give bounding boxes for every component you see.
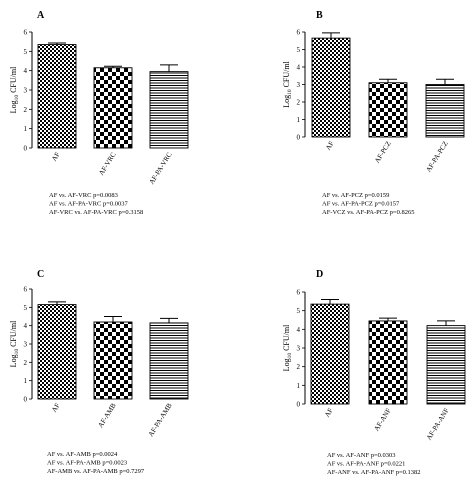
y-tick-label: 0	[297, 401, 301, 409]
p-value-annotation: AF vs. AF-ANF p=0.0303	[327, 452, 396, 459]
x-tick-label: AF-ANF	[373, 407, 393, 433]
x-tick-label: AF	[50, 151, 62, 163]
y-tick-label: 0	[297, 134, 301, 142]
p-value-annotation: AF-ANF vs. AF-PA-ANF p=0.1382	[327, 469, 421, 476]
y-tick-label: 2	[297, 99, 301, 107]
p-value-annotation: AF-VCZ vs. AF-PA-PCZ p=0.8265	[322, 209, 414, 216]
x-tick-label: AF-PA-VRC	[148, 151, 174, 186]
x-tick-label: AF	[323, 407, 335, 419]
y-axis-label: Log10 CFU/ml	[9, 66, 20, 113]
p-value-annotation: AF vs. AF-PA-VRC p=0.0037	[49, 201, 128, 208]
bar	[310, 303, 350, 405]
p-value-annotation: AF vs. AF-PA-ANF p=0.0221	[327, 461, 405, 468]
x-tick-label: AF-PCZ	[373, 140, 393, 165]
bar	[368, 82, 408, 138]
x-tick-label: AF	[50, 402, 62, 414]
bar	[426, 325, 466, 405]
y-tick-label: 0	[24, 396, 28, 404]
y-tick-label: 5	[24, 304, 28, 312]
y-tick-label: 4	[297, 326, 301, 334]
x-tick-label: AF-PA-AMB	[147, 402, 174, 439]
bar	[149, 71, 189, 149]
y-tick-label: 1	[24, 125, 28, 133]
y-tick-label: 6	[24, 286, 28, 294]
panel-letter: C	[37, 269, 44, 280]
chart-panel-b: B 0 1 2 3 4 5 6 Log10 CFU/ml AF AF-PCZ AF-PA-PCZ AF …	[282, 10, 465, 216]
y-tick-label: 5	[24, 48, 28, 56]
y-tick-label: 1	[297, 116, 301, 124]
y-tick-label: 6	[24, 29, 28, 37]
y-axis-label: Log10 CFU/ml	[282, 60, 293, 107]
p-value-annotation: AF vs. AF-PA-AMB p=0.0023	[47, 460, 127, 467]
bar	[149, 322, 189, 400]
y-tick-label: 3	[24, 341, 28, 349]
bar	[368, 320, 408, 405]
y-axis-label: Log10 CFU/ml	[282, 324, 293, 371]
bar	[37, 44, 77, 149]
chart-panel-d: D 0 1 2 3 4 5 6 Log10 CFU/ml AF AF-ANF AF-PA-ANF AF …	[282, 269, 466, 476]
p-value-annotation: AF-AMB vs. AF-PA-AMB p=0.7297	[47, 468, 145, 475]
y-tick-label: 2	[297, 363, 301, 371]
p-value-annotation: AF vs. AF-VRC p=0.0083	[49, 192, 118, 199]
y-tick-label: 2	[24, 106, 28, 114]
bar	[93, 321, 133, 400]
y-tick-label: 1	[297, 382, 301, 390]
y-tick-label: 4	[297, 64, 301, 72]
bar	[311, 37, 351, 138]
y-tick-label: 3	[297, 81, 301, 89]
x-tick-label: AF-PA-ANF	[425, 407, 451, 442]
x-tick-label: AF-AMB	[96, 402, 117, 430]
y-tick-label: 4	[24, 322, 28, 330]
y-tick-label: 2	[24, 359, 28, 367]
chart-panel-a: A 0 1 2 3 4 5 6 Log10 CFU/ml AF AF-VRC AF-PA-VRC AF …	[9, 10, 189, 216]
x-tick-label: AF-VRC	[97, 151, 118, 177]
panel-letter: A	[37, 10, 45, 21]
y-tick-label: 6	[297, 289, 301, 297]
y-tick-label: 4	[24, 67, 28, 75]
x-tick-label: AF-PA-PCZ	[424, 140, 449, 174]
y-tick-label: 0	[24, 145, 28, 153]
p-value-annotation: AF vs. AF-PA-PCZ p=0.0157	[322, 201, 400, 208]
bar	[93, 67, 133, 149]
panel-letter: B	[316, 10, 323, 21]
y-tick-label: 1	[24, 377, 28, 385]
panel-letter: D	[316, 269, 323, 280]
p-value-annotation: AF-VRC vs. AF-PA-VRC p=0.3158	[49, 209, 143, 216]
bar	[425, 84, 465, 138]
y-tick-label: 5	[297, 307, 301, 315]
y-tick-label: 5	[297, 46, 301, 54]
p-value-annotation: AF vs. AF-PCZ p=0.0159	[322, 192, 389, 199]
p-value-annotation: AF vs. AF-AMB p=0.0024	[47, 451, 118, 458]
y-tick-label: 3	[297, 345, 301, 353]
y-axis-label: Log10 CFU/ml	[9, 320, 20, 367]
y-tick-label: 6	[297, 29, 301, 37]
y-tick-label: 3	[24, 87, 28, 95]
x-tick-label: AF	[324, 140, 336, 152]
chart-panel-c: C 0 1 2 3 4 5 6 Log10 CFU/ml AF AF-AMB AF-PA-AMB AF …	[9, 269, 189, 475]
bar	[37, 304, 77, 400]
